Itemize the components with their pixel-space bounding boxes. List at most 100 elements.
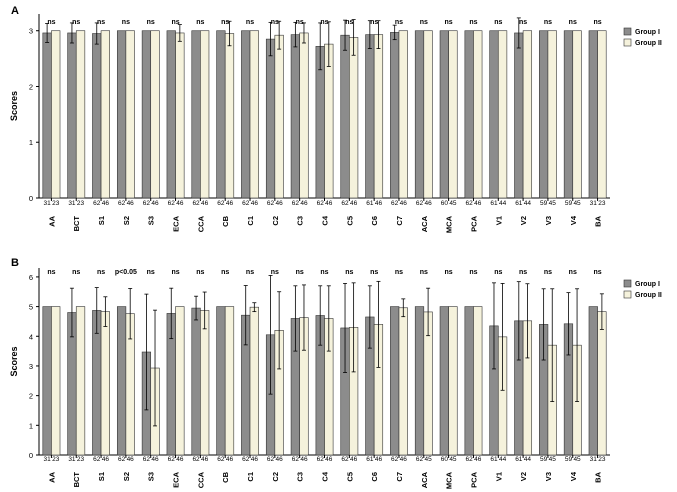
significance-label: ns: [469, 269, 477, 276]
n-label-group2: 44: [524, 200, 532, 207]
significance-label: ns: [296, 269, 304, 276]
n-label-group1: 31: [68, 200, 76, 207]
n-label-group2: 45: [424, 456, 432, 463]
n-label-group2: 23: [598, 456, 606, 463]
n-label-group2: 45: [573, 200, 581, 207]
bar-group2-BA: [597, 30, 607, 199]
bar-group2-CCA: [200, 310, 210, 456]
bar-group2-ECA: [175, 32, 185, 199]
significance-label: ns: [320, 269, 328, 276]
n-label-group2: 46: [251, 456, 259, 463]
significance-label: ns: [246, 269, 254, 276]
bar-group2-S2: [125, 30, 135, 199]
n-label-group1: 31: [43, 456, 51, 463]
n-label-group1: 62: [242, 200, 250, 207]
bar-group1-V3: [539, 30, 549, 199]
x-tick-label-CB: CB: [221, 215, 230, 226]
n-label-group1: 62: [267, 200, 275, 207]
n-label-group2: 46: [127, 200, 135, 207]
y-tick-label: 2: [29, 82, 33, 91]
y-tick-label: 3: [29, 27, 33, 36]
x-tick-label-CCA: CCA: [196, 471, 205, 488]
significance-label: ns: [171, 19, 179, 26]
bar-group2-C7: [398, 30, 408, 199]
bar-group2-PCA: [473, 306, 483, 456]
x-tick-label-AA: AA: [47, 471, 56, 482]
y-axis-title: Scores: [9, 346, 19, 376]
x-tick-label-V1: V1: [494, 472, 503, 481]
bar-group1-ACA: [414, 30, 425, 199]
bar-group2-BCT: [75, 306, 86, 456]
x-tick-label-C6: C6: [370, 216, 379, 226]
significance-label: ns: [469, 19, 477, 26]
significance-label: ns: [370, 19, 378, 26]
legend-label: Group I: [635, 281, 660, 288]
significance-label: ns: [196, 269, 204, 276]
bar-group1-BA: [588, 30, 598, 199]
x-tick-label-C6: C6: [370, 472, 379, 482]
x-tick-label-BA: BA: [594, 471, 603, 482]
x-tick-label-MCA: MCA: [445, 215, 454, 233]
legend-swatch: [623, 27, 632, 36]
n-label-group1: 60: [441, 200, 449, 207]
n-label-group1: 61: [490, 200, 498, 207]
n-label-group2: 44: [499, 456, 507, 463]
n-label-group2: 46: [400, 200, 408, 207]
legend-swatch: [623, 290, 632, 299]
x-tick-label-BA: BA: [594, 215, 603, 226]
n-label-group1: 61: [490, 456, 498, 463]
x-tick-label-S3: S3: [147, 216, 156, 225]
n-label-group1: 62: [192, 456, 200, 463]
significance-label: ns: [97, 19, 105, 26]
n-label-group1: 31: [590, 200, 598, 207]
n-label-group2: 23: [77, 456, 85, 463]
significance-label: ns: [445, 19, 453, 26]
bar-group1-S2: [116, 306, 127, 456]
n-label-group1: 62: [292, 200, 300, 207]
bar-group1-C5: [340, 34, 350, 199]
significance-label: ns: [271, 269, 279, 276]
n-label-group1: 62: [143, 456, 151, 463]
n-label-group2: 46: [151, 456, 159, 463]
n-label-group1: 31: [590, 456, 598, 463]
bar-group2-C1: [249, 30, 259, 199]
significance-label: ns: [519, 269, 527, 276]
x-tick-label-V2: V2: [519, 216, 528, 225]
significance-label: ns: [420, 269, 428, 276]
n-label-group1: 62: [93, 200, 101, 207]
n-label-group1: 62: [317, 200, 325, 207]
bar-group2-CB: [224, 306, 235, 456]
legend-label: Group I: [635, 29, 660, 36]
bar-group1-C2: [265, 38, 276, 199]
significance-label: ns: [97, 269, 105, 276]
bar-group2-ECA: [175, 306, 185, 456]
n-label-group1: 61: [366, 200, 374, 207]
significance-label: ns: [196, 19, 204, 26]
n-label-group2: 45: [549, 200, 557, 207]
n-label-group1: 62: [217, 456, 225, 463]
bar-group2-S1: [100, 30, 110, 199]
bar-group2-C5: [349, 37, 359, 199]
n-label-group2: 23: [52, 200, 60, 207]
bar-group1-PCA: [464, 306, 474, 456]
bar-group1-MCA: [439, 306, 449, 456]
n-label-group2: 46: [276, 200, 284, 207]
x-tick-label-CB: CB: [221, 471, 230, 482]
bar-group2-CCA: [200, 30, 210, 199]
n-label-group1: 62: [292, 456, 300, 463]
bar-group2-AA: [51, 306, 61, 456]
significance-label: ns: [370, 269, 378, 276]
n-label-group1: 61: [515, 456, 523, 463]
bar-group1-MCA: [439, 30, 449, 199]
n-label-group1: 62: [466, 456, 474, 463]
n-label-group1: 62: [341, 200, 349, 207]
x-tick-label-MCA: MCA: [445, 471, 454, 489]
n-label-group2: 44: [524, 456, 532, 463]
n-label-group2: 46: [375, 456, 383, 463]
significance-label: ns: [395, 19, 403, 26]
n-label-group2: 44: [499, 200, 507, 207]
bar-group2-S1: [100, 311, 110, 456]
bar-group2-V4: [572, 30, 582, 199]
n-label-group2: 45: [549, 456, 557, 463]
x-tick-label-V1: V1: [494, 216, 503, 225]
